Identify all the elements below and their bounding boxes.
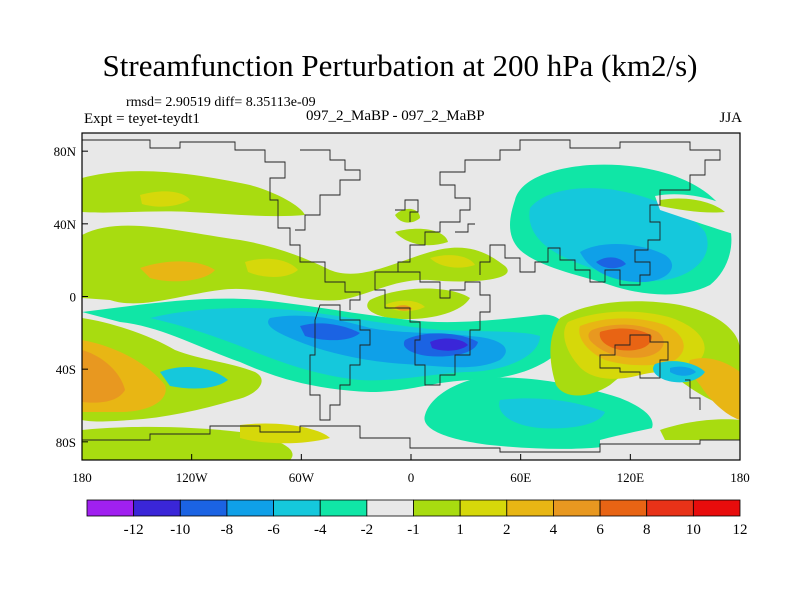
x-tick-label: 60E [510, 470, 531, 485]
colorbar-swatch [273, 499, 321, 517]
contour-field [82, 133, 740, 460]
colorbar-swatch [366, 499, 414, 517]
experiment-label: Expt = teyet-teydt1 [84, 111, 200, 127]
colorbar-label: -1 [407, 522, 420, 538]
colorbar-swatch [553, 499, 601, 517]
colorbar-swatch [506, 499, 554, 517]
chart-title: Streamfunction Perturbation at 200 hPa (… [102, 48, 698, 83]
coastlines [82, 139, 740, 453]
colorbar-swatch [459, 499, 508, 517]
case-label: 097_2_MaBP - 097_2_MaBP [306, 108, 485, 124]
x-tick-label: 60W [289, 470, 315, 485]
colorbar-swatch [319, 499, 368, 517]
x-tick-label: 120E [617, 470, 645, 485]
colorbar-label: 6 [596, 522, 604, 538]
y-axis: 80N 40N 0 40S 80S [54, 144, 88, 450]
colorbar-swatch [692, 499, 741, 517]
colorbar-label: -8 [221, 522, 234, 538]
colorbar-label: -12 [124, 522, 144, 538]
colorbar-label: 2 [503, 522, 511, 538]
colorbar-label: 4 [550, 522, 558, 538]
y-tick-label: 40N [54, 217, 77, 232]
x-axis: 180 120W 60W 0 60E 120E 180 [72, 454, 750, 485]
colorbar-label: -6 [267, 522, 280, 538]
y-tick-label: 0 [70, 290, 77, 305]
colorbar-label: -4 [314, 522, 327, 538]
colorbar-swatch [133, 499, 181, 517]
colorbar-label: 1 [456, 522, 464, 538]
x-tick-label: 180 [730, 470, 750, 485]
colorbar-label: 12 [733, 522, 748, 538]
colorbar-swatch [599, 499, 648, 517]
colorbar-swatch [226, 499, 274, 517]
colorbar-swatch [413, 499, 461, 517]
x-tick-label: 120W [176, 470, 209, 485]
colorbar-swatch [86, 499, 135, 517]
x-tick-label: 0 [408, 470, 415, 485]
stats-text: rmsd= 2.90519 diff= 8.35113e-09 [126, 95, 316, 110]
colorbar-label: -10 [170, 522, 190, 538]
season-label: JJA [719, 110, 742, 126]
colorbar: -12 -10 -8 -6 -4 -2 -1 1 2 4 6 8 10 12 [86, 499, 748, 538]
y-tick-label: 80N [54, 144, 77, 159]
colorbar-label: -2 [361, 522, 374, 538]
y-tick-label: 40S [56, 362, 76, 377]
y-tick-label: 80S [56, 435, 76, 450]
colorbar-label: 10 [686, 522, 701, 538]
colorbar-swatch [179, 499, 228, 517]
colorbar-swatch [646, 499, 694, 517]
x-tick-label: 180 [72, 470, 92, 485]
colorbar-label: 8 [643, 522, 651, 538]
